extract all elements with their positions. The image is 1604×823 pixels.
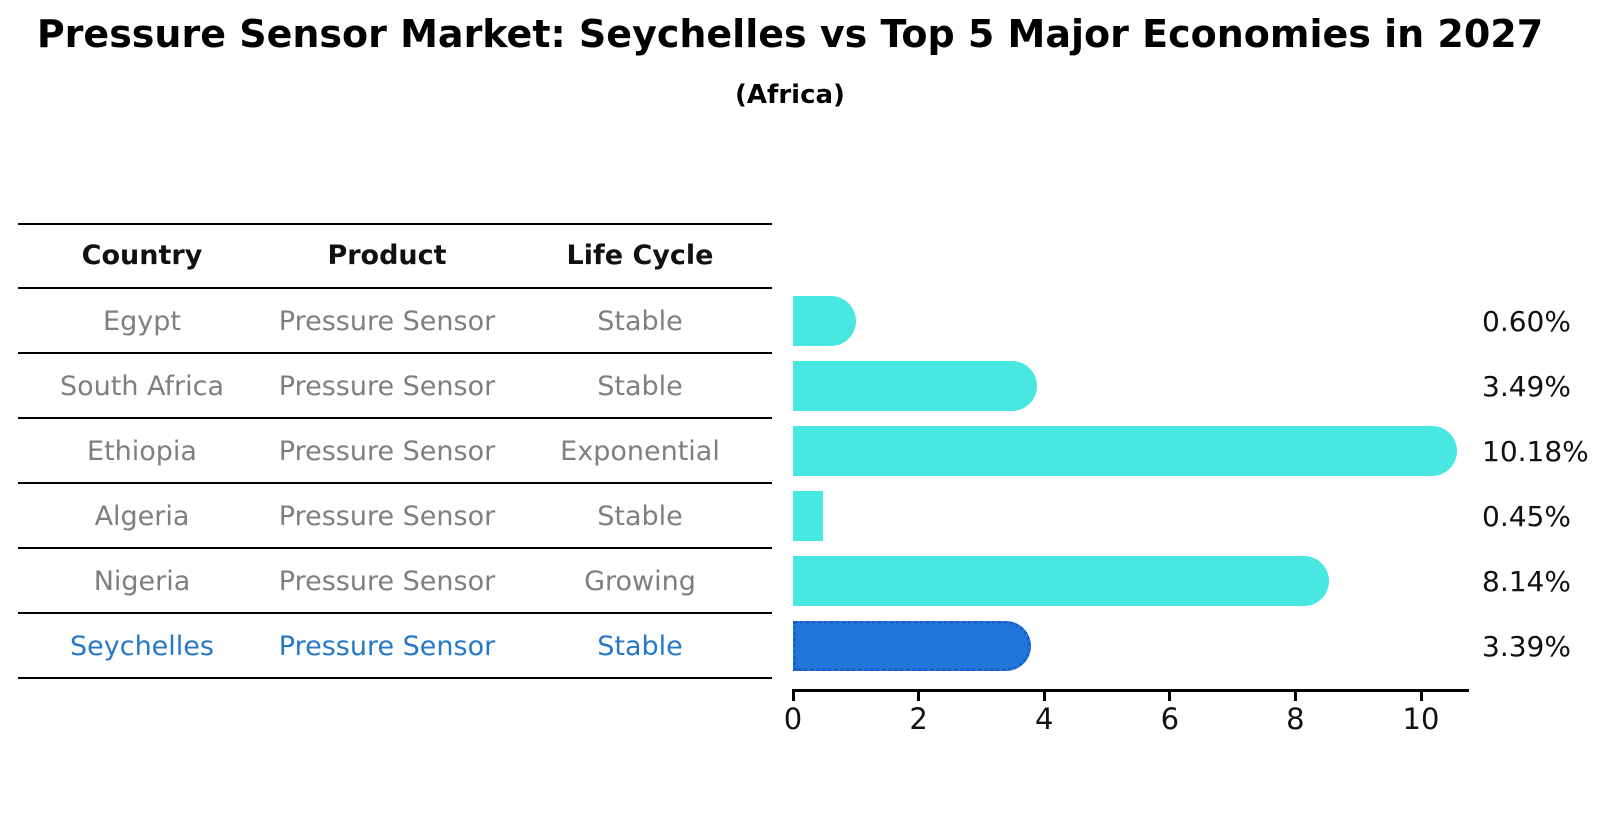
table-row: Ethiopia Pressure Sensor Exponential 10.… <box>0 419 1604 484</box>
value-bar <box>793 491 823 541</box>
table-row: Seychelles Pressure Sensor Stable 3.39% <box>0 614 1604 679</box>
lifecycle-cell: Stable <box>597 501 683 532</box>
x-tick-mark <box>1042 689 1046 701</box>
x-tick-label: 0 <box>783 702 803 736</box>
product-cell: Pressure Sensor <box>278 501 496 532</box>
row-divider <box>18 482 772 484</box>
x-tick-label: 10 <box>1402 702 1440 736</box>
value-label: 0.45% <box>1482 500 1571 533</box>
lifecycle-cell: Growing <box>584 566 696 597</box>
x-tick-label: 6 <box>1160 702 1180 736</box>
x-tick-mark <box>1293 689 1297 701</box>
header-country: Country <box>81 240 203 271</box>
product-cell: Pressure Sensor <box>278 566 496 597</box>
x-tick-label: 8 <box>1286 702 1305 736</box>
lifecycle-cell: Stable <box>597 306 683 337</box>
row-divider <box>18 352 772 354</box>
row-divider <box>18 677 772 679</box>
row-divider <box>18 547 772 549</box>
header-lifecycle: Life Cycle <box>566 240 714 271</box>
lifecycle-cell: Stable <box>597 371 683 402</box>
table-header: Country Product Life Cycle <box>18 223 772 289</box>
country-cell: Seychelles <box>70 631 214 662</box>
x-axis-line <box>793 689 1469 692</box>
value-label: 0.60% <box>1482 305 1571 338</box>
row-divider <box>18 612 772 614</box>
table-row: Egypt Pressure Sensor Stable 0.60% <box>0 289 1604 354</box>
country-cell: Egypt <box>103 306 181 337</box>
table-row: Nigeria Pressure Sensor Growing 8.14% <box>0 549 1604 614</box>
x-tick-mark <box>1168 689 1172 701</box>
value-bar <box>793 296 856 346</box>
value-label: 3.39% <box>1482 630 1571 663</box>
table-row: Algeria Pressure Sensor Stable 0.45% <box>0 484 1604 549</box>
chart-title: Pressure Sensor Market: Seychelles vs To… <box>36 12 1544 56</box>
value-label: 3.49% <box>1482 370 1571 403</box>
country-cell: Ethiopia <box>87 436 197 467</box>
value-bar <box>793 361 1037 411</box>
chart-subtitle: (Africa) <box>735 80 845 110</box>
x-tick-label: 2 <box>909 702 928 736</box>
lifecycle-cell: Stable <box>597 631 683 662</box>
x-tick-mark <box>791 689 795 701</box>
product-cell: Pressure Sensor <box>278 371 496 402</box>
product-cell: Pressure Sensor <box>278 436 496 467</box>
country-cell: Algeria <box>94 501 190 532</box>
x-tick-label: 4 <box>1034 702 1054 736</box>
product-cell: Pressure Sensor <box>278 306 496 337</box>
x-tick-mark <box>1419 689 1423 701</box>
value-label: 10.18% <box>1482 435 1589 468</box>
country-cell: South Africa <box>59 371 225 402</box>
country-cell: Nigeria <box>93 566 191 597</box>
value-bar <box>793 621 1031 671</box>
lifecycle-cell: Exponential <box>560 436 720 467</box>
product-cell: Pressure Sensor <box>278 631 496 662</box>
value-bar <box>793 426 1457 476</box>
x-tick-mark <box>917 689 921 701</box>
table-row: South Africa Pressure Sensor Stable 3.49… <box>0 354 1604 419</box>
header-product: Product <box>327 240 447 271</box>
row-divider <box>18 417 772 419</box>
value-label: 8.14% <box>1482 565 1571 598</box>
value-bar <box>793 556 1329 606</box>
